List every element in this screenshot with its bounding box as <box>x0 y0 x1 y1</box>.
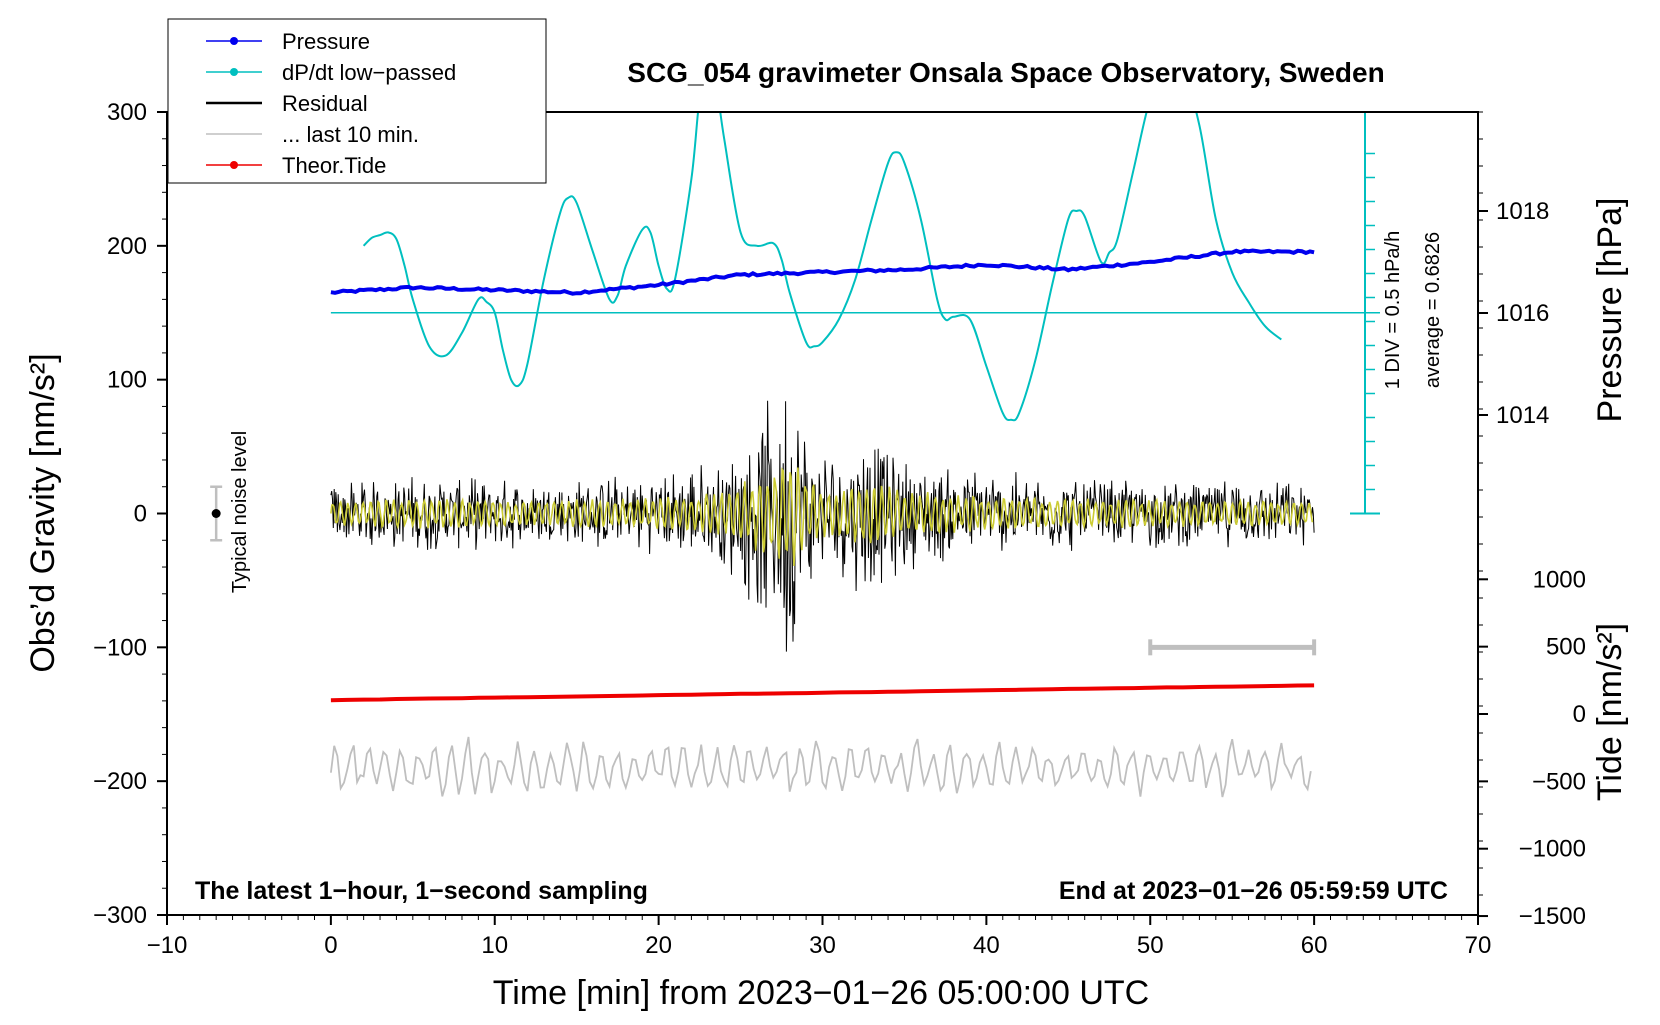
x-tick-label: 20 <box>645 932 672 959</box>
series-residual-filtered <box>330 467 1314 567</box>
noise-level-label: Typical noise level <box>229 431 251 593</box>
legend-label: Residual <box>282 91 368 116</box>
x-tick-label: 10 <box>481 932 508 959</box>
series-dpdt-lowpassed <box>362 112 1282 422</box>
bottom-left-note: The latest 1−hour, 1−second sampling <box>195 877 648 905</box>
x-tick-label: 70 <box>1465 932 1492 959</box>
y-tick-label: 200 <box>107 233 147 260</box>
decor-layer <box>210 112 1380 656</box>
legend-box <box>167 18 547 184</box>
legend-label: ... last 10 min. <box>282 122 419 147</box>
tide-tick-label: −1500 <box>1519 903 1586 930</box>
noise-level-dot <box>211 509 221 518</box>
x-tick-label: 50 <box>1137 932 1164 959</box>
chart-legend: Pressure dP/dt low−passed Residual ... last… <box>167 18 547 184</box>
legend-label: Pressure <box>282 29 370 54</box>
y-tick-label: −200 <box>93 768 147 795</box>
legend-marker <box>230 161 238 169</box>
x-tick-label: 30 <box>809 932 836 959</box>
x-tick-label: 0 <box>324 932 337 959</box>
y-axis-title-pressure: Pressure [hPa] <box>1591 198 1629 423</box>
dpdt-scale-label: 1 DIV = 0.5 hPa/h <box>1382 231 1404 389</box>
y-tick-label: −100 <box>93 634 147 661</box>
x-tick-label: 40 <box>973 932 1000 959</box>
legend-label: Theor.Tide <box>282 153 386 178</box>
x-tick-label: −10 <box>147 932 188 959</box>
legend-label: dP/dt low−passed <box>282 60 456 85</box>
tide-tick-label: 1000 <box>1533 566 1586 593</box>
x-tick-label: 60 <box>1301 932 1328 959</box>
chart-title: SCG_054 gravimeter Onsala Space Observat… <box>627 57 1384 88</box>
y-tick-label: 0 <box>134 501 147 528</box>
series-layer <box>330 112 1315 798</box>
tide-tick-label: −1000 <box>1519 836 1586 863</box>
y-tick-label: 100 <box>107 367 147 394</box>
series-last-10-min <box>330 736 1312 798</box>
y-axis-title-tide: Tide [nm/s²] <box>1591 623 1629 801</box>
bottom-right-note: End at 2023−01−26 05:59:59 UTC <box>1059 877 1448 905</box>
tide-tick-label: −500 <box>1532 768 1586 795</box>
tide-tick-label: 0 <box>1573 701 1586 728</box>
pressure-tick-label: 1018 <box>1496 198 1549 225</box>
x-axis-title: Time [min] from 2023−01−26 05:00:00 UTC <box>493 974 1149 1012</box>
legend-marker <box>230 68 238 76</box>
legend-marker <box>230 37 238 45</box>
pressure-tick-label: 1016 <box>1496 300 1549 327</box>
y-axis-title-gravity: Obs’d Gravity [nm/s²] <box>24 353 62 672</box>
pressure-tick-label: 1014 <box>1496 402 1549 429</box>
y-tick-label: −300 <box>93 902 147 929</box>
series-pressure <box>330 248 1315 296</box>
dpdt-average-label: average = 0.6826 <box>1422 232 1444 388</box>
series-theoretical-tide <box>330 683 1315 703</box>
y-tick-label: 300 <box>107 99 147 126</box>
ticks-layer: −10 0 10 20 30 40 50 60 703002001000−100−200−300… <box>93 99 1586 959</box>
tide-tick-label: 500 <box>1546 634 1586 661</box>
